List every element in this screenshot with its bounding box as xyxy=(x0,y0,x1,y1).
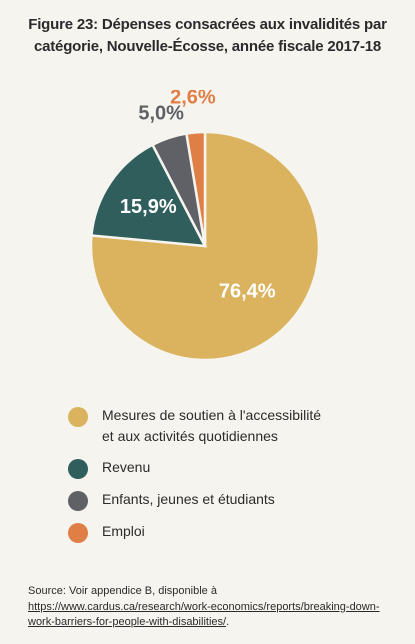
source-prefix: Source: Voir appendice B, disponible à xyxy=(28,585,217,597)
legend-label-line1: Mesures de soutien à l'accessibilité xyxy=(102,407,322,423)
slice-value-label-3: 2,6% xyxy=(170,90,216,109)
legend-swatch-emploi xyxy=(68,523,88,543)
source-suffix: . xyxy=(226,616,230,628)
legend-swatch-enfants xyxy=(68,491,88,511)
slice-value-label-0: 76,4% xyxy=(219,281,276,303)
legend-label-emploi: Emploi xyxy=(102,523,145,539)
pie-slice-3 xyxy=(185,130,207,247)
legend-item-enfants: Enfants, jeunes et étudiants xyxy=(68,489,398,511)
slice-value-label-1: 15,9% xyxy=(120,196,177,218)
pie-slice-1 xyxy=(90,143,208,248)
legend-swatch-revenu xyxy=(68,459,88,479)
source-note: Source: Voir appendice B, disponible à h… xyxy=(28,584,393,631)
pie-slice-0 xyxy=(89,130,321,362)
legend-item-revenu: Revenu xyxy=(68,457,398,479)
legend-label-accessibilite: Mesures de soutien à l'accessibilité et … xyxy=(102,405,321,447)
slice-value-label-2: 5,0% xyxy=(138,102,184,124)
legend-label-line2: et aux activités quotidiennes xyxy=(102,428,278,444)
legend-swatch-accessibilite xyxy=(68,407,88,427)
legend-item-emploi: Emploi xyxy=(68,521,398,543)
chart-title: Figure 23: Dépenses consacrées aux inval… xyxy=(28,16,387,55)
legend-item-accessibilite: Mesures de soutien à l'accessibilité et … xyxy=(68,405,398,447)
source-link[interactable]: https://www.cardus.ca/research/work-econ… xyxy=(28,600,380,629)
legend-label-enfants: Enfants, jeunes et étudiants xyxy=(102,491,275,507)
chart-legend: Mesures de soutien à l'accessibilité et … xyxy=(68,405,398,553)
legend-label-revenu: Revenu xyxy=(102,459,151,475)
pie-chart: 76,4% 15,9% 5,0%2,6% xyxy=(89,90,321,362)
